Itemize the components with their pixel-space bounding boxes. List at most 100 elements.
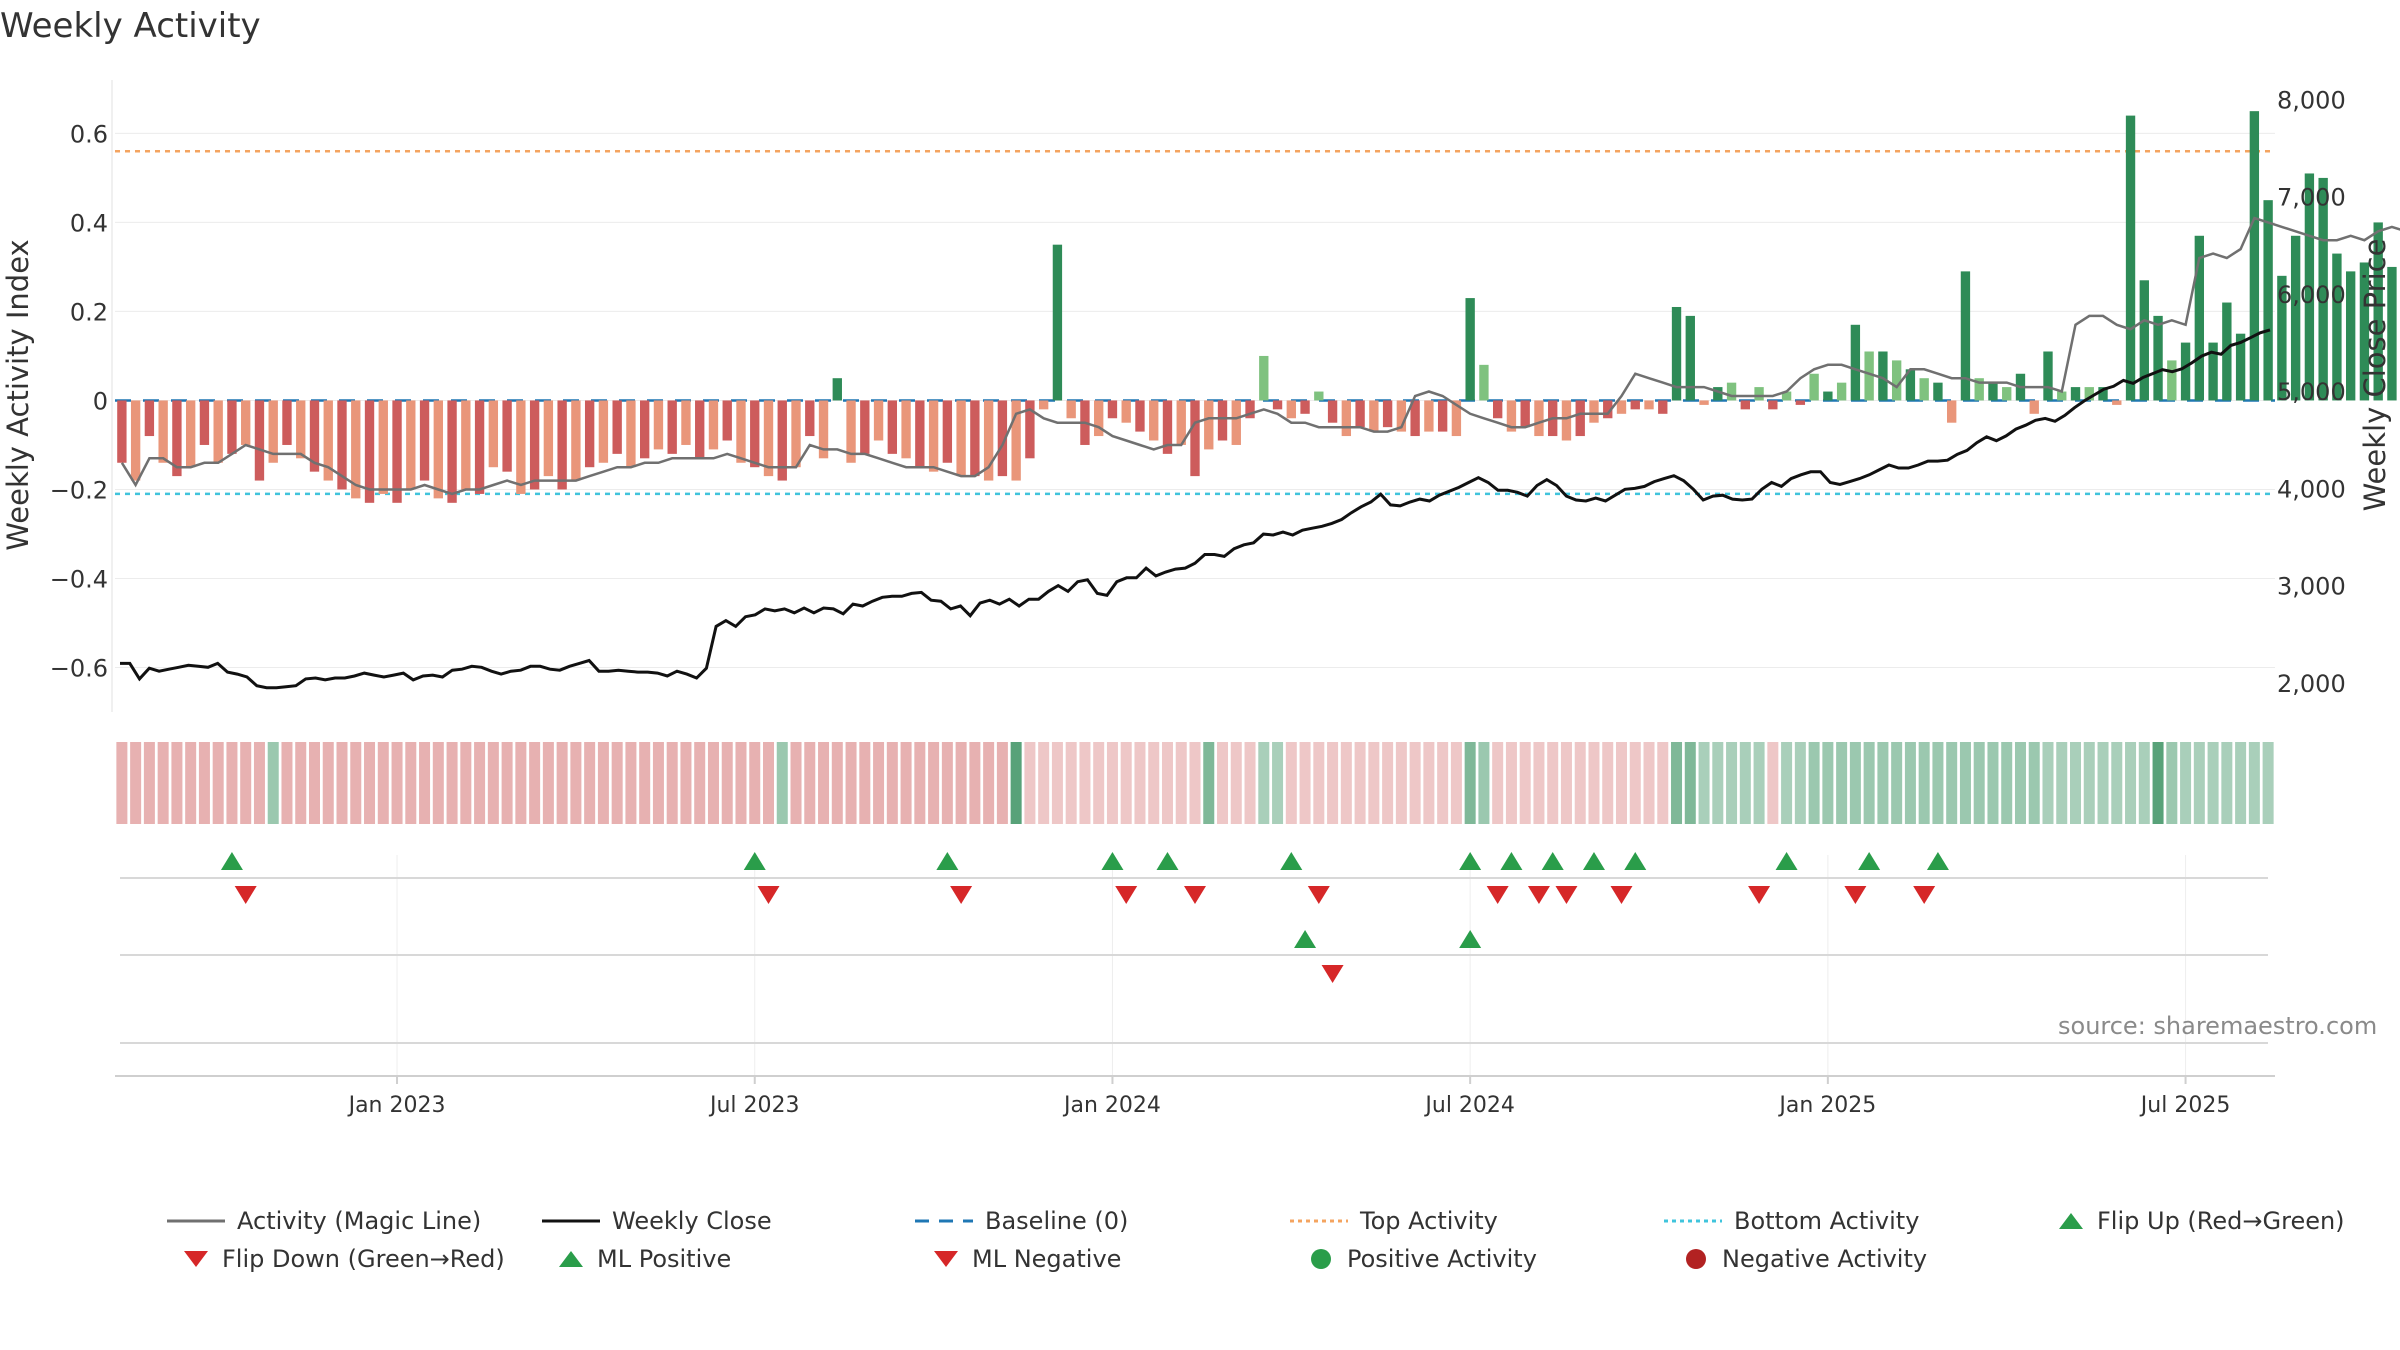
heat-strip-cell [1106,742,1118,824]
heat-strip-cell [1781,742,1793,824]
legend-ml-positive: ML Positive [555,1245,731,1273]
activity-bar [158,400,168,463]
activity-bar [1671,306,1682,401]
activity-bar [337,400,347,490]
x-tick-label: Jul 2023 [708,1093,800,1118]
activity-bar [529,400,540,490]
legend-label: Weekly Close [612,1207,772,1235]
legend-flip-down: Flip Down (Green→Red) [180,1245,505,1273]
heat-strip-cell [2125,742,2137,824]
flip-up-marker [1775,852,1798,870]
heat-strip-cell [570,742,582,824]
heat-strip-cell [1739,742,1751,824]
activity-bar [1713,387,1723,401]
activity-bar [268,400,278,463]
heat-strip-cell [1010,742,1022,824]
activity-bar [1107,400,1118,419]
y-tick-label: −0.6 [50,654,108,682]
heat-strip-cell [1629,742,1641,824]
heat-strip-cell [419,742,431,824]
heat-strip-cell [1987,742,1999,824]
heat-strip-cell [873,742,885,824]
activity-bar [1726,382,1737,401]
heat-strip-cell [859,742,871,824]
heat-strip-cell [212,742,224,824]
heat-strip-cell [1244,742,1256,824]
flip-down-marker [1748,886,1771,904]
heat-strip-cell [2221,742,2233,824]
legend-ml-negative: ML Negative [930,1245,1121,1273]
activity-bar [1465,298,1475,401]
heat-strip-cell [364,742,376,824]
legend-flip-up: Flip Up (Red→Green) [2055,1207,2345,1235]
legend-label: ML Negative [972,1245,1122,1273]
flip-down-marker [757,886,780,904]
triangle-up-icon [2059,1213,2083,1229]
flip-up-marker [743,852,766,870]
y-tick-label: −0.2 [50,476,108,504]
activity-bar [351,400,361,499]
heat-strip-cell [1327,742,1339,824]
flip-up-marker [220,852,243,870]
activity-bar [626,400,636,468]
activity-bar [1410,400,1420,437]
magic-line [120,216,2400,496]
heat-strip-cell [1354,742,1366,824]
heat-strip-cell [1918,742,1930,824]
activity-bar [502,400,512,472]
heat-strip-cell [1299,742,1311,824]
heat-strip-cell [776,742,788,824]
activity-bar [323,400,333,481]
activity-bar [378,400,388,494]
axes: 0.6 0.4 0.2 0 −0.2 −0.4 −0.6 8,000 7,000 6,000 5,0… [1,80,2392,712]
heat-strip-cell [1505,742,1517,824]
heat-strip-cell [542,742,554,824]
activity-bar [2098,387,2108,401]
legend-label: Flip Down (Green→Red) [222,1245,505,1273]
x-tick-label: Jan 2023 [347,1093,446,1118]
heat-strip-cell [749,742,761,824]
activity-bar [1300,400,1310,414]
heat-strip-cell [1285,742,1297,824]
activity-bar [832,378,842,401]
heat-strip-cell [1051,742,1063,824]
circle-icon [1311,1249,1331,1269]
activity-bar [901,400,911,459]
activity-bar [1025,400,1035,459]
legend-bottom-activity: Bottom Activity [1662,1207,1919,1235]
flip-up-marker [1500,852,1523,870]
activity-bar [915,400,925,468]
heat-strip-cell [1643,742,1655,824]
legend-label: Baseline (0) [985,1207,1129,1235]
activity-bar [1259,355,1269,401]
activity-bar [1162,400,1173,454]
heat-strip-cell [1203,742,1215,824]
activity-bar [2222,302,2232,401]
gridlines [115,132,2275,1075]
activity-bar [213,400,223,463]
dashed-line-icon [915,1219,973,1223]
heat-strip-cell [253,742,265,824]
x-tick-label: Jul 2024 [1423,1093,1515,1118]
activity-bar [887,400,898,454]
flip-down-marker [1555,886,1578,904]
activity-bar [942,400,953,463]
flip-up-marker [1582,852,1605,870]
activity-bar [1988,382,1998,401]
heat-strip-cell [1450,742,1462,824]
heat-strip-cell [322,742,334,824]
activity-bar [2332,253,2342,401]
activity-heat-strip [116,742,2274,824]
y-tick-label: 0.2 [70,298,108,326]
activity-bar [1286,400,1296,419]
activity-bar [1933,382,1943,401]
triangle-down-icon [934,1251,958,1267]
legend-label: Bottom Activity [1734,1207,1920,1235]
heat-strip-cell [1547,742,1559,824]
activity-bar [1589,400,1599,423]
heat-strip-cell [652,742,664,824]
heat-strip-cell [1175,742,1187,824]
heat-strip-cell [1946,742,1958,824]
activity-bar [1382,400,1393,428]
heat-strip-cell [680,742,692,824]
